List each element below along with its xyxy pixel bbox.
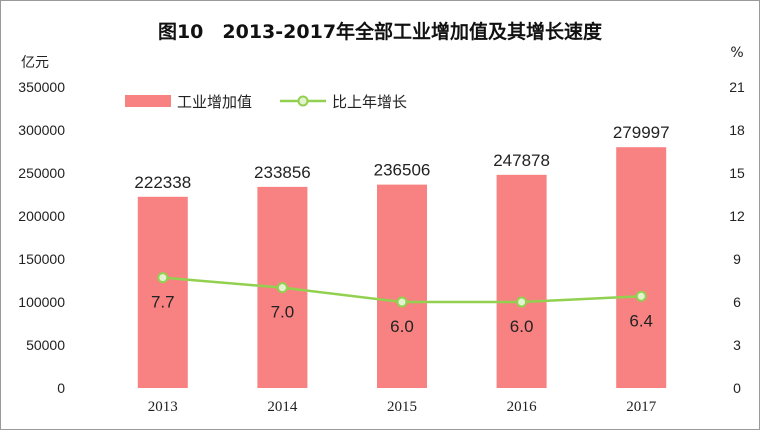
line-point [157,272,169,284]
right-axis-tick-label: 3 [733,337,741,353]
line-value-label: 6.0 [510,317,534,336]
line-point [516,296,528,308]
left-axis-tick-label: 0 [57,380,65,396]
bar-value-label: 222338 [134,173,191,192]
x-axis-category-label: 2014 [267,399,298,415]
left-axis-unit: 亿元 [21,55,49,71]
chart-title: 图10 2013-2017年全部工业增加值及其增长速度 [158,20,603,43]
right-axis-tick-label: 15 [729,165,745,181]
left-axis-tick-label: 250000 [18,165,65,181]
left-axis-tick-label: 100000 [18,294,65,310]
x-axis-category-label: 2016 [507,399,538,415]
line-series: 7.7 7.0 6.0 6.0 6.4 [151,272,653,336]
legend: 工业增加值 比上年增长 [125,93,407,111]
right-axis-tick-label: 6 [733,294,741,310]
x-axis-category-label: 2017 [626,399,657,415]
bar-value-label: 247878 [493,151,550,170]
line-value-label: 7.7 [151,293,175,312]
legend-bar-swatch [125,95,171,107]
right-axis-ticks: 0 3 6 9 12 15 18 21 [729,79,745,396]
bar-value-label: 236506 [374,161,431,180]
left-axis-tick-label: 350000 [18,79,65,95]
line-point [276,282,288,294]
left-axis-ticks: 0 50000 100000 150000 200000 250000 300000 3500… [18,79,65,396]
right-axis-tick-label: 21 [729,79,745,95]
legend-line-marker [297,95,309,107]
bar [616,147,667,388]
right-axis-tick-label: 0 [733,380,741,396]
bar [496,174,547,388]
right-axis-tick-label: 18 [729,122,745,138]
line-value-label: 7.0 [271,303,295,322]
left-axis-tick-label: 200000 [18,208,65,224]
right-axis-tick-label: 12 [729,208,745,224]
left-axis-tick-label: 300000 [18,122,65,138]
line-value-label: 6.4 [629,311,653,330]
line-point [635,290,647,302]
x-axis-category-label: 2015 [387,399,417,415]
bar [377,184,427,388]
legend-line-label: 比上年增长 [332,93,407,111]
legend-bar-label: 工业增加值 [177,93,252,111]
left-axis-tick-label: 150000 [18,251,65,267]
right-axis-tick-label: 9 [733,251,741,267]
bar-value-label: 279997 [613,123,670,142]
x-axis-categories: 2013 2014 2015 2016 2017 [148,399,657,415]
bar-value-label: 233856 [254,163,311,182]
right-axis-unit: % [730,45,743,61]
bar-series: 222338 233856 236506 247878 279997 [134,123,670,388]
left-axis-tick-label: 50000 [26,337,65,353]
x-axis-category-label: 2013 [148,399,178,415]
line-value-label: 6.0 [390,317,414,336]
bar [137,196,188,388]
line-point [396,296,408,308]
